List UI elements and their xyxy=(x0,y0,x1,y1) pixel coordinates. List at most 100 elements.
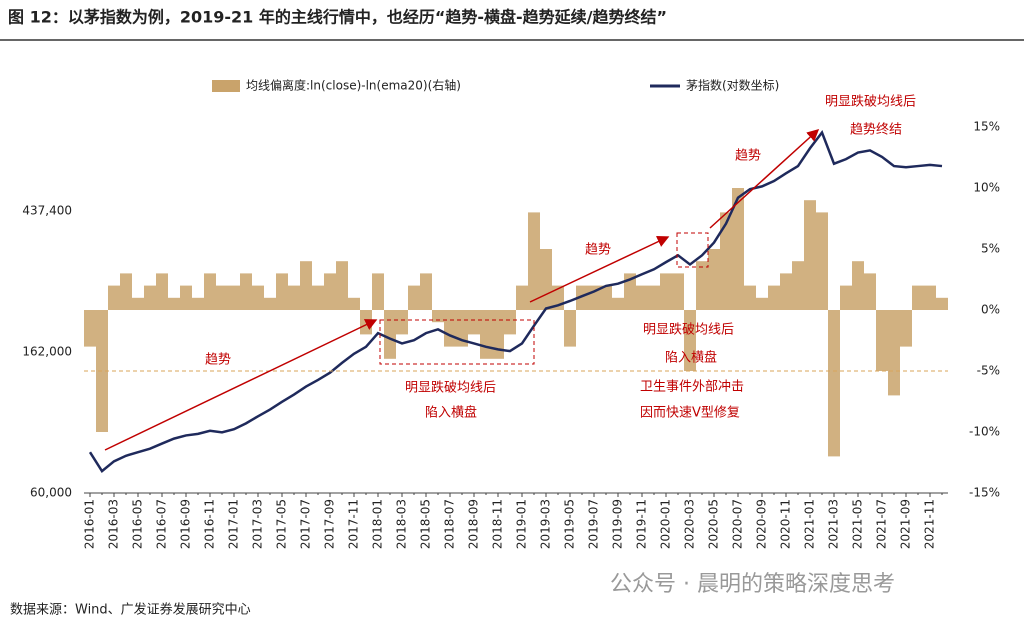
x-tick-label: 2019-03 xyxy=(539,499,553,549)
annotation: 明显跌破均线后 xyxy=(405,380,496,396)
deviation-bar xyxy=(732,188,744,310)
deviation-bar xyxy=(852,261,864,310)
deviation-bar xyxy=(228,285,240,310)
x-tick-label: 2021-05 xyxy=(851,499,865,549)
x-tick-label: 2018-01 xyxy=(371,499,385,549)
x-tick-label: 2018-03 xyxy=(395,499,409,549)
x-tick-label: 2017-09 xyxy=(323,499,337,549)
x-tick-label: 2017-11 xyxy=(347,499,361,549)
deviation-bar xyxy=(468,310,480,335)
y2-tick-label: 10% xyxy=(973,181,1000,195)
x-tick-label: 2019-05 xyxy=(563,499,577,549)
deviation-bar xyxy=(456,310,468,347)
x-tick-label: 2018-11 xyxy=(491,499,505,549)
deviation-bar xyxy=(564,310,576,347)
deviation-bar xyxy=(864,273,876,310)
deviation-bar xyxy=(804,200,816,310)
y2-tick-label: -15% xyxy=(969,486,1000,500)
x-tick-label: 2021-09 xyxy=(899,499,913,549)
deviation-bar xyxy=(648,285,660,310)
deviation-bar xyxy=(684,310,696,371)
deviation-bar xyxy=(528,212,540,310)
x-tick-label: 2021-03 xyxy=(827,499,841,549)
x-tick-label: 2016-03 xyxy=(107,499,121,549)
deviation-bar xyxy=(480,310,492,359)
annotation: 卫生事件外部冲击 xyxy=(640,380,744,395)
deviation-bar xyxy=(720,212,732,310)
y2-tick-label: 5% xyxy=(981,242,1000,256)
deviation-bar xyxy=(396,310,408,335)
annotation-arrows xyxy=(104,128,820,451)
deviation-bar xyxy=(744,285,756,310)
x-tick-label: 2018-07 xyxy=(443,499,457,549)
legend-label: 均线偏离度:ln(close)-ln(ema20)(右轴) xyxy=(246,78,461,93)
deviation-bar xyxy=(204,273,216,310)
deviation-bar xyxy=(792,261,804,310)
annotation: 明显跌破均线后 xyxy=(643,322,734,338)
x-tick-label: 2017-01 xyxy=(227,499,241,549)
deviation-bar xyxy=(120,273,132,310)
deviation-bar xyxy=(444,310,456,347)
annotation: 趋势 xyxy=(735,148,761,164)
deviation-bar xyxy=(264,297,276,310)
x-tick-label: 2021-11 xyxy=(923,499,937,549)
y2-tick-label: -10% xyxy=(969,425,1000,439)
deviation-bar xyxy=(300,261,312,310)
x-tick-label: 2020-05 xyxy=(707,499,721,549)
deviation-bar xyxy=(888,310,900,396)
deviation-bar xyxy=(876,310,888,371)
annotation: 因而快速V型修复 xyxy=(640,406,740,421)
deviation-bar xyxy=(612,297,624,310)
x-tick-label: 2017-07 xyxy=(299,499,313,549)
x-tick-label: 2021-07 xyxy=(875,499,889,549)
deviation-bar xyxy=(384,310,396,359)
deviation-bar xyxy=(660,273,672,310)
x-tick-label: 2016-05 xyxy=(131,499,145,549)
deviation-bar xyxy=(600,285,612,310)
deviation-bar xyxy=(636,285,648,310)
deviation-bar xyxy=(216,285,228,310)
deviation-bar xyxy=(696,261,708,310)
deviation-bar xyxy=(84,310,96,347)
deviation-bar xyxy=(336,261,348,310)
y-tick-label: 60,000 xyxy=(30,486,72,500)
deviation-bar xyxy=(252,285,264,310)
deviation-bar xyxy=(516,285,528,310)
deviation-bar xyxy=(408,285,420,310)
deviation-bar xyxy=(288,285,300,310)
deviation-bar xyxy=(672,273,684,310)
deviation-bar xyxy=(504,310,516,335)
deviation-bar xyxy=(276,273,288,310)
deviation-bar xyxy=(348,297,360,310)
deviation-bar xyxy=(372,273,384,310)
deviation-bar xyxy=(900,310,912,347)
deviation-bar xyxy=(312,285,324,310)
deviation-bar xyxy=(768,285,780,310)
deviation-bar xyxy=(756,297,768,310)
deviation-bar xyxy=(420,273,432,310)
y2-tick-label: 15% xyxy=(973,120,1000,134)
x-tick-label: 2020-09 xyxy=(755,499,769,549)
x-tick-label: 2021-01 xyxy=(803,499,817,549)
x-tick-label: 2019-09 xyxy=(611,499,625,549)
x-tick-label: 2020-03 xyxy=(683,499,697,549)
deviation-bar xyxy=(156,273,168,310)
source-note: 数据来源：Wind、广发证券发展研究中心 xyxy=(10,602,251,618)
chart-title: 图 12：以茅指数为例，2019-21 年的主线行情中，也经历“趋势-横盘-趋势… xyxy=(8,8,667,27)
deviation-bar xyxy=(840,285,852,310)
x-tick-label: 2017-03 xyxy=(251,499,265,549)
annotation: 趋势 xyxy=(205,352,231,368)
x-tick-label: 2019-07 xyxy=(587,499,601,549)
deviation-bar xyxy=(936,297,948,310)
deviation-bar xyxy=(576,285,588,310)
x-tick-label: 2018-05 xyxy=(419,499,433,549)
deviation-bar xyxy=(132,297,144,310)
x-tick-label: 2016-07 xyxy=(155,499,169,549)
annotation: 陷入横盘 xyxy=(425,405,477,421)
y-tick-label: 162,000 xyxy=(22,344,72,358)
deviation-bar xyxy=(240,273,252,310)
deviation-bar xyxy=(924,285,936,310)
deviation-bar xyxy=(912,285,924,310)
deviation-bar xyxy=(492,310,504,359)
